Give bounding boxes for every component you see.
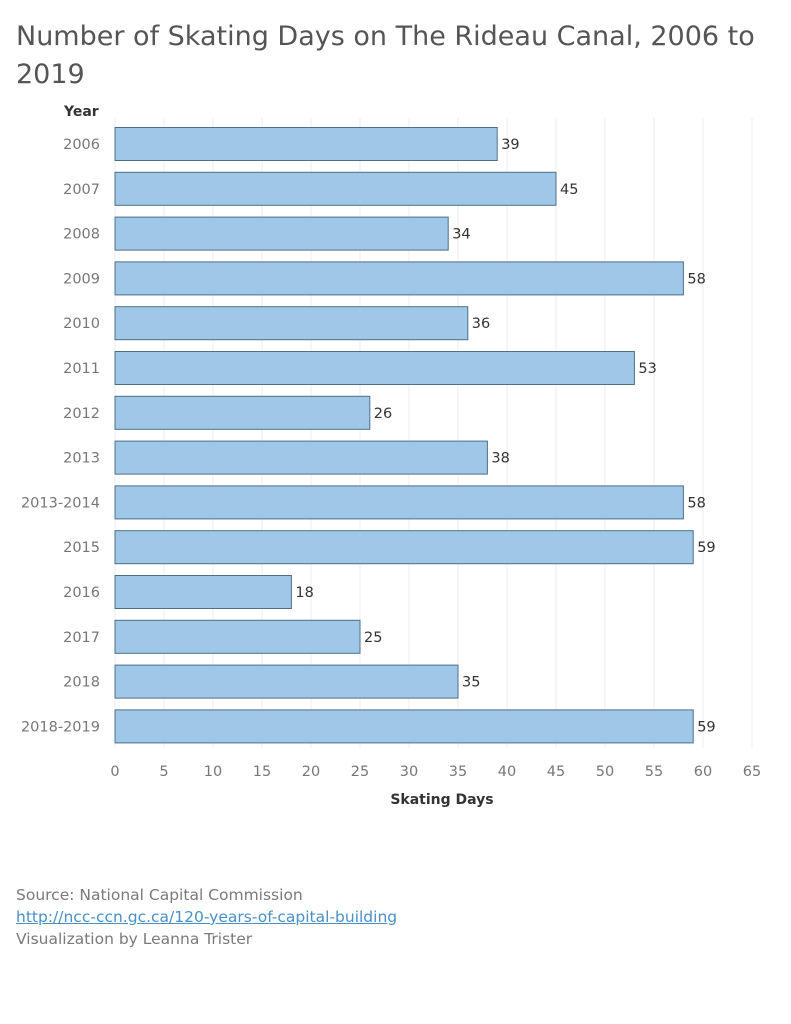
- x-tick-label: 55: [645, 764, 663, 780]
- data-label: 58: [687, 495, 705, 511]
- bar: [114, 530, 694, 565]
- footer: Source: National Capital Commission http…: [16, 884, 397, 950]
- bar: [114, 127, 498, 161]
- data-label: 36: [472, 316, 490, 332]
- x-tick-label: 5: [159, 764, 168, 780]
- bar: [114, 440, 488, 475]
- x-tick-label: 15: [253, 764, 271, 780]
- bar: [114, 261, 684, 296]
- bar: [114, 171, 557, 206]
- credit-text: Visualization by Leanna Trister: [16, 930, 253, 948]
- bar: [114, 709, 694, 744]
- source-text: Source: National Capital Commission: [16, 886, 303, 904]
- category-label: 2013-2014: [21, 495, 100, 511]
- bar: [114, 216, 449, 251]
- category-label: 2018-2019: [21, 719, 100, 735]
- x-tick-label: 25: [351, 764, 369, 780]
- category-label: 2009: [63, 271, 100, 287]
- bar: [114, 395, 371, 430]
- bar: [114, 575, 292, 609]
- category-label: 2017: [63, 630, 100, 646]
- bar: [114, 619, 361, 654]
- x-tick-label: 50: [596, 764, 614, 780]
- category-label: 2015: [63, 540, 100, 556]
- chart-title: Number of Skating Days on The Rideau Can…: [16, 21, 755, 90]
- bar-chart: Year 20062007200820092010201120122013201…: [21, 104, 761, 808]
- x-tick-label: 30: [400, 764, 418, 780]
- data-label: 59: [697, 540, 715, 556]
- data-label: 34: [452, 227, 470, 243]
- x-tick-label: 45: [547, 764, 565, 780]
- category-label: 2018: [63, 675, 100, 691]
- x-tick-label: 20: [302, 764, 320, 780]
- category-labels: 2006 2007 2008 2009 2010 2011 2012 2013 2013-201…: [21, 137, 100, 735]
- x-tick-label: 0: [110, 764, 119, 780]
- data-label: 18: [295, 585, 313, 601]
- category-label: 2011: [63, 361, 100, 377]
- data-label: 39: [501, 137, 519, 153]
- x-tick-label: 40: [498, 764, 516, 780]
- category-label: 2016: [63, 585, 100, 601]
- bar: [114, 664, 459, 699]
- category-label: 2008: [63, 227, 100, 243]
- source-link[interactable]: http://ncc-ccn.gc.ca/120-years-of-capita…: [16, 908, 398, 926]
- category-label: 2013: [63, 451, 100, 467]
- bars: [114, 127, 694, 744]
- x-tick-label: 65: [743, 764, 761, 780]
- x-tick-label: 60: [694, 764, 712, 780]
- data-label: 59: [697, 719, 715, 735]
- data-label: 53: [638, 361, 656, 377]
- category-label: 2007: [63, 182, 100, 198]
- bar: [114, 306, 469, 341]
- data-labels: 39 45 34 58 36 53 26 38 58 59 18 25 35 59: [295, 137, 715, 735]
- bar: [114, 485, 684, 520]
- x-tick-label: 35: [449, 764, 467, 780]
- category-label: 2012: [63, 406, 100, 422]
- bar: [114, 351, 635, 385]
- x-axis-label: Skating Days: [390, 792, 493, 808]
- y-axis-label: Year: [63, 104, 99, 120]
- x-axis-ticks: 0 5 10 15 20 25 30 35 40 45 50 55 60 65: [110, 764, 761, 780]
- category-label: 2010: [63, 316, 100, 332]
- x-tick-label: 10: [204, 764, 222, 780]
- data-label: 45: [560, 182, 578, 198]
- data-label: 35: [462, 675, 480, 691]
- data-label: 38: [491, 451, 509, 467]
- data-label: 25: [364, 630, 382, 646]
- data-label: 58: [687, 271, 705, 287]
- data-label: 26: [374, 406, 392, 422]
- category-label: 2006: [63, 137, 100, 153]
